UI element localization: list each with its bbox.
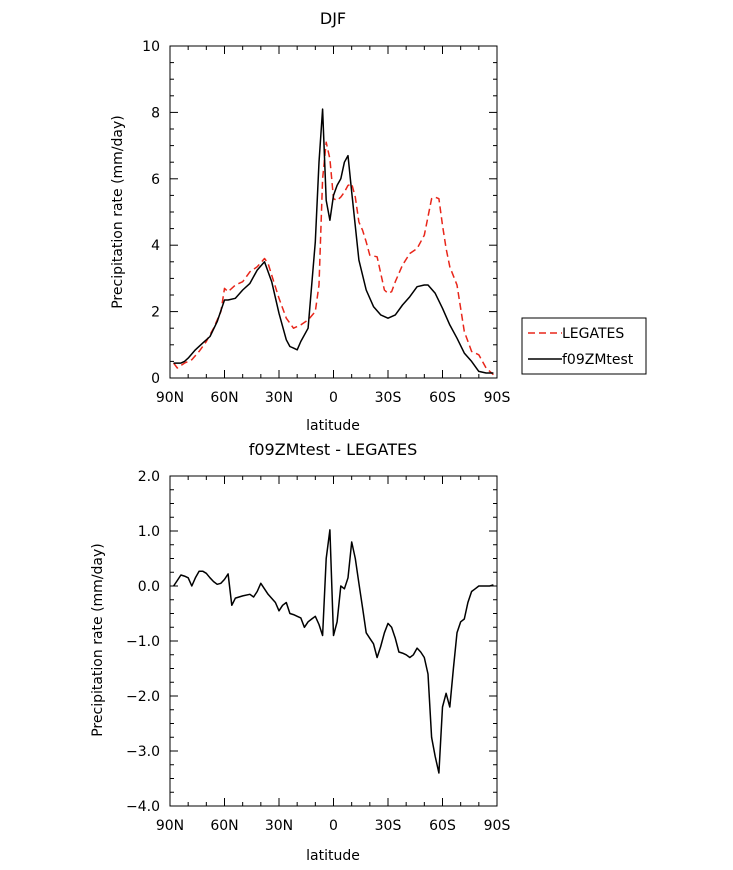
series-line-difference bbox=[172, 529, 494, 774]
y-tick-label: 2.0 bbox=[138, 469, 160, 485]
x-tick-label: 60N bbox=[210, 818, 238, 834]
y-axis-label: Precipitation rate (mm/day) bbox=[110, 115, 126, 309]
legend: LEGATES f09ZMtest bbox=[521, 317, 647, 375]
x-axis-label: latitude bbox=[306, 418, 360, 434]
y-tick-label: −2.0 bbox=[126, 689, 160, 705]
x-tick-label: 30N bbox=[265, 390, 293, 406]
x-tick-label: 90N bbox=[156, 818, 184, 834]
panel-bottom: f09ZMtest - LEGATES latitude Precipitati… bbox=[90, 440, 510, 864]
series-line-f09zmtest bbox=[173, 108, 494, 374]
chart-title: f09ZMtest - LEGATES bbox=[249, 440, 418, 459]
y-tick-label: 0 bbox=[151, 371, 160, 387]
y-tick-label: −1.0 bbox=[126, 634, 160, 650]
y-tick-label: 1.0 bbox=[138, 524, 160, 540]
x-tick-label: 60S bbox=[429, 390, 456, 406]
legend-label: LEGATES bbox=[562, 326, 624, 342]
x-tick-label: 30S bbox=[375, 818, 402, 834]
y-tick-label: 4 bbox=[151, 238, 160, 254]
panel-top: DJF latitude Precipitation rate (mm/day)… bbox=[110, 9, 647, 434]
x-tick-label: 60N bbox=[210, 390, 238, 406]
y-tick-label: −3.0 bbox=[126, 744, 160, 760]
plot-frame bbox=[169, 45, 498, 379]
x-axis-label: latitude bbox=[306, 848, 360, 864]
y-tick-label: 6 bbox=[151, 172, 160, 188]
legend-box bbox=[521, 317, 647, 375]
plot-frame bbox=[169, 475, 498, 807]
y-tick-label: 10 bbox=[142, 39, 160, 55]
x-tick-label: 90S bbox=[484, 818, 511, 834]
y-tick-label: 2 bbox=[151, 305, 160, 321]
x-tick-label: 90S bbox=[484, 390, 511, 406]
chart-title: DJF bbox=[320, 9, 346, 28]
x-tick-label: 30N bbox=[265, 818, 293, 834]
x-tick-label: 60S bbox=[429, 818, 456, 834]
y-tick-label: −4.0 bbox=[126, 799, 160, 815]
x-tick-label: 90N bbox=[156, 390, 184, 406]
y-axis-label: Precipitation rate (mm/day) bbox=[90, 543, 106, 737]
legend-label: f09ZMtest bbox=[562, 352, 634, 368]
series-line-legates bbox=[173, 141, 494, 376]
x-tick-label: 0 bbox=[329, 390, 338, 406]
x-tick-label: 0 bbox=[329, 818, 338, 834]
y-tick-label: 0.0 bbox=[138, 579, 160, 595]
x-tick-label: 30S bbox=[375, 390, 402, 406]
y-tick-label: 8 bbox=[151, 105, 160, 121]
